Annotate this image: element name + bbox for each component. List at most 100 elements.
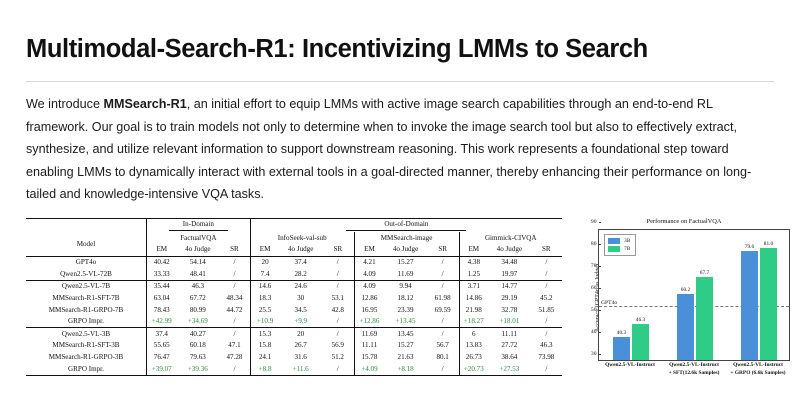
table-cell-value: / <box>336 269 339 278</box>
table-cell-value: 55.65 <box>145 340 177 352</box>
table-cell-value: 61.98 <box>434 293 451 302</box>
benchmark-row: Model FactualVQA InfoSeek-val-sub MMSear… <box>26 232 562 248</box>
chart-bar[interactable]: 46.3 <box>632 317 649 361</box>
chart-bar[interactable]: 67.7 <box>696 270 713 361</box>
legend-label-3b: 3B <box>624 238 631 245</box>
table-cell-value: 11.69 <box>397 269 414 278</box>
chart-bar-value-label: 67.7 <box>699 270 710 277</box>
chart-x-tick-label: Qwen2.5-VL-Instruct <box>592 362 668 378</box>
table-cell-value: / <box>321 279 355 293</box>
table-cell-model: GPT4o <box>26 255 147 269</box>
table-cell-value: / <box>233 269 236 278</box>
table-cell-value: / <box>441 317 444 326</box>
metric-header-4o-judge: 4o Judge <box>392 245 419 254</box>
metric-header-sr: SR <box>541 245 551 254</box>
metric-header-em: EM <box>353 243 385 257</box>
chart-x-tick-line: Qwen2.5-VL-Instruct <box>733 362 783 369</box>
metric-header-4o-judge: 4o Judge <box>496 245 523 254</box>
table-cell-value: +39.07 <box>145 363 177 377</box>
table-cell-value: +8.18 <box>384 363 427 377</box>
table-cell-value: 15.3 <box>249 327 280 341</box>
table-cell-model: GRPO Impr. <box>26 363 147 377</box>
table-cell-value: 4.38 <box>458 255 489 269</box>
chart-x-tick-line: Qwen2.5-VL-Instruct <box>669 362 719 369</box>
table-cell-value: / <box>530 279 562 293</box>
table-cell-value: 19.97 <box>501 269 518 278</box>
table-cell-value: 20 <box>279 327 322 341</box>
chart-bar-value-label: 40.3 <box>616 330 627 337</box>
table-cell-value: 11.11 <box>353 340 385 352</box>
chart-bar[interactable]: 40.3 <box>613 330 630 361</box>
chart-plot-area: 3B 7B 90 80 70 60 50 40 30 GPT4o 40.3 46.3 60.2 67.… <box>591 219 790 362</box>
table-cell-value: 40.42 <box>145 255 177 269</box>
chart-bar-value-label: 81.0 <box>763 240 774 247</box>
table-cell-value: 40.27 <box>176 327 220 341</box>
table-row: MMSearch-R1-GRPO-7B 78.43 80.99 44.72 25.5 34… <box>26 304 562 316</box>
column-header-model: Model <box>76 239 96 248</box>
chart-bar-group: 79.6 81.0 <box>741 241 777 361</box>
legend-label-7b: 7B <box>624 246 631 253</box>
table-cell-value: 9.94 <box>384 279 427 293</box>
table-cell-value: +13.45 <box>395 317 416 326</box>
table-cell-value: +20.73 <box>458 363 489 377</box>
table-cell-value: +8.8 <box>249 363 280 377</box>
table-cell-value: 42.8 <box>331 305 344 314</box>
table-cell-value: 54.14 <box>176 255 220 269</box>
table-cell-value: +4.09 <box>353 363 385 377</box>
table-cell-value: 24.1 <box>249 351 280 364</box>
table-cell-value: / <box>441 269 444 278</box>
table-cell-model: MMSearch-R1-SFT-3B <box>52 341 120 350</box>
benchmark-header-gimmick-civqa: Gimmick-CIVQA <box>458 232 562 244</box>
metric-header-4o-judge: 4o Judge <box>185 245 211 254</box>
chart-title: Performance on FactualVQA <box>646 218 722 226</box>
table-cell-value: / <box>219 327 251 341</box>
table-cell-value: 76.47 <box>145 351 177 364</box>
chart-y-tick: 70 <box>591 263 602 269</box>
table-cell-value: 4.09 <box>353 268 385 281</box>
table-cell-value: 51.2 <box>331 353 344 362</box>
table-cell-value: / <box>426 255 459 269</box>
table-cell-value: 34.48 <box>488 255 531 269</box>
table-cell-value: +27.53 <box>488 363 531 377</box>
table-cell-value: 14.77 <box>488 279 531 293</box>
metric-header-sr: SR <box>333 245 343 254</box>
chart-bar-value-label: 46.3 <box>635 317 646 324</box>
chart-bar[interactable]: 60.2 <box>677 287 694 361</box>
table-row: GRPO Impr. +42.99 +34.69 / +10.9 +9.9 / +12.86 +… <box>26 315 562 328</box>
table-cell-value: / <box>336 317 339 326</box>
table-cell-value: +10.9 <box>249 315 280 328</box>
table-cell-value: 69.59 <box>434 305 451 314</box>
table-cell-value: 30 <box>297 293 305 302</box>
results-table-body: GPT4o 40.42 54.14/20 37.4/4.21 15.27/4.38 34.… <box>26 255 562 377</box>
table-cell-value: 11.69 <box>353 327 385 341</box>
chart-y-tick: 50 <box>591 307 602 313</box>
table-cell-value: 73.98 <box>538 353 555 362</box>
table-cell-value: 78.43 <box>145 304 177 316</box>
table-cell-model: Qwen2.5-VL-3B <box>26 327 147 341</box>
table-cell-value: 37.4 <box>145 327 177 341</box>
table-cell-value: 31.6 <box>294 353 307 362</box>
chart-bar[interactable]: 79.6 <box>741 244 758 361</box>
table-cell-value: 15.27 <box>397 341 414 350</box>
chart-bar-value-label: 60.2 <box>680 286 691 293</box>
table-cell-value: 37.4 <box>279 255 322 269</box>
table-cell-value: +12.86 <box>353 315 385 328</box>
benchmark-header-factualvqa: FactualVQA <box>145 232 251 244</box>
table-cell-value: 32.78 <box>501 305 518 314</box>
legend-swatch-7b <box>608 246 620 253</box>
table-cell-value: +39.36 <box>176 363 220 377</box>
table-cell-value: 29.19 <box>501 293 518 302</box>
table-cell-value: / <box>219 255 251 269</box>
table-cell-value: 48.41 <box>189 269 206 278</box>
table-cell-value: 11.11 <box>488 327 531 341</box>
chart-y-tick: 80 <box>591 241 602 247</box>
table-cell-value: / <box>426 327 459 341</box>
table-row: GRPO Impr. +39.07 +39.36/+8.8 +11.6/+4.09 +8… <box>26 363 562 377</box>
chart-bar[interactable]: 81.0 <box>760 241 777 361</box>
table-cell-value: 56.9 <box>331 341 344 350</box>
chart-y-tick: 90 <box>591 219 602 225</box>
table-cell-value: / <box>219 363 251 377</box>
benchmark-header-mmsearch-image: MMSearch-image <box>353 232 459 244</box>
table-cell-value: 14.86 <box>458 292 489 305</box>
table-cell-value: 3.71 <box>458 279 489 293</box>
